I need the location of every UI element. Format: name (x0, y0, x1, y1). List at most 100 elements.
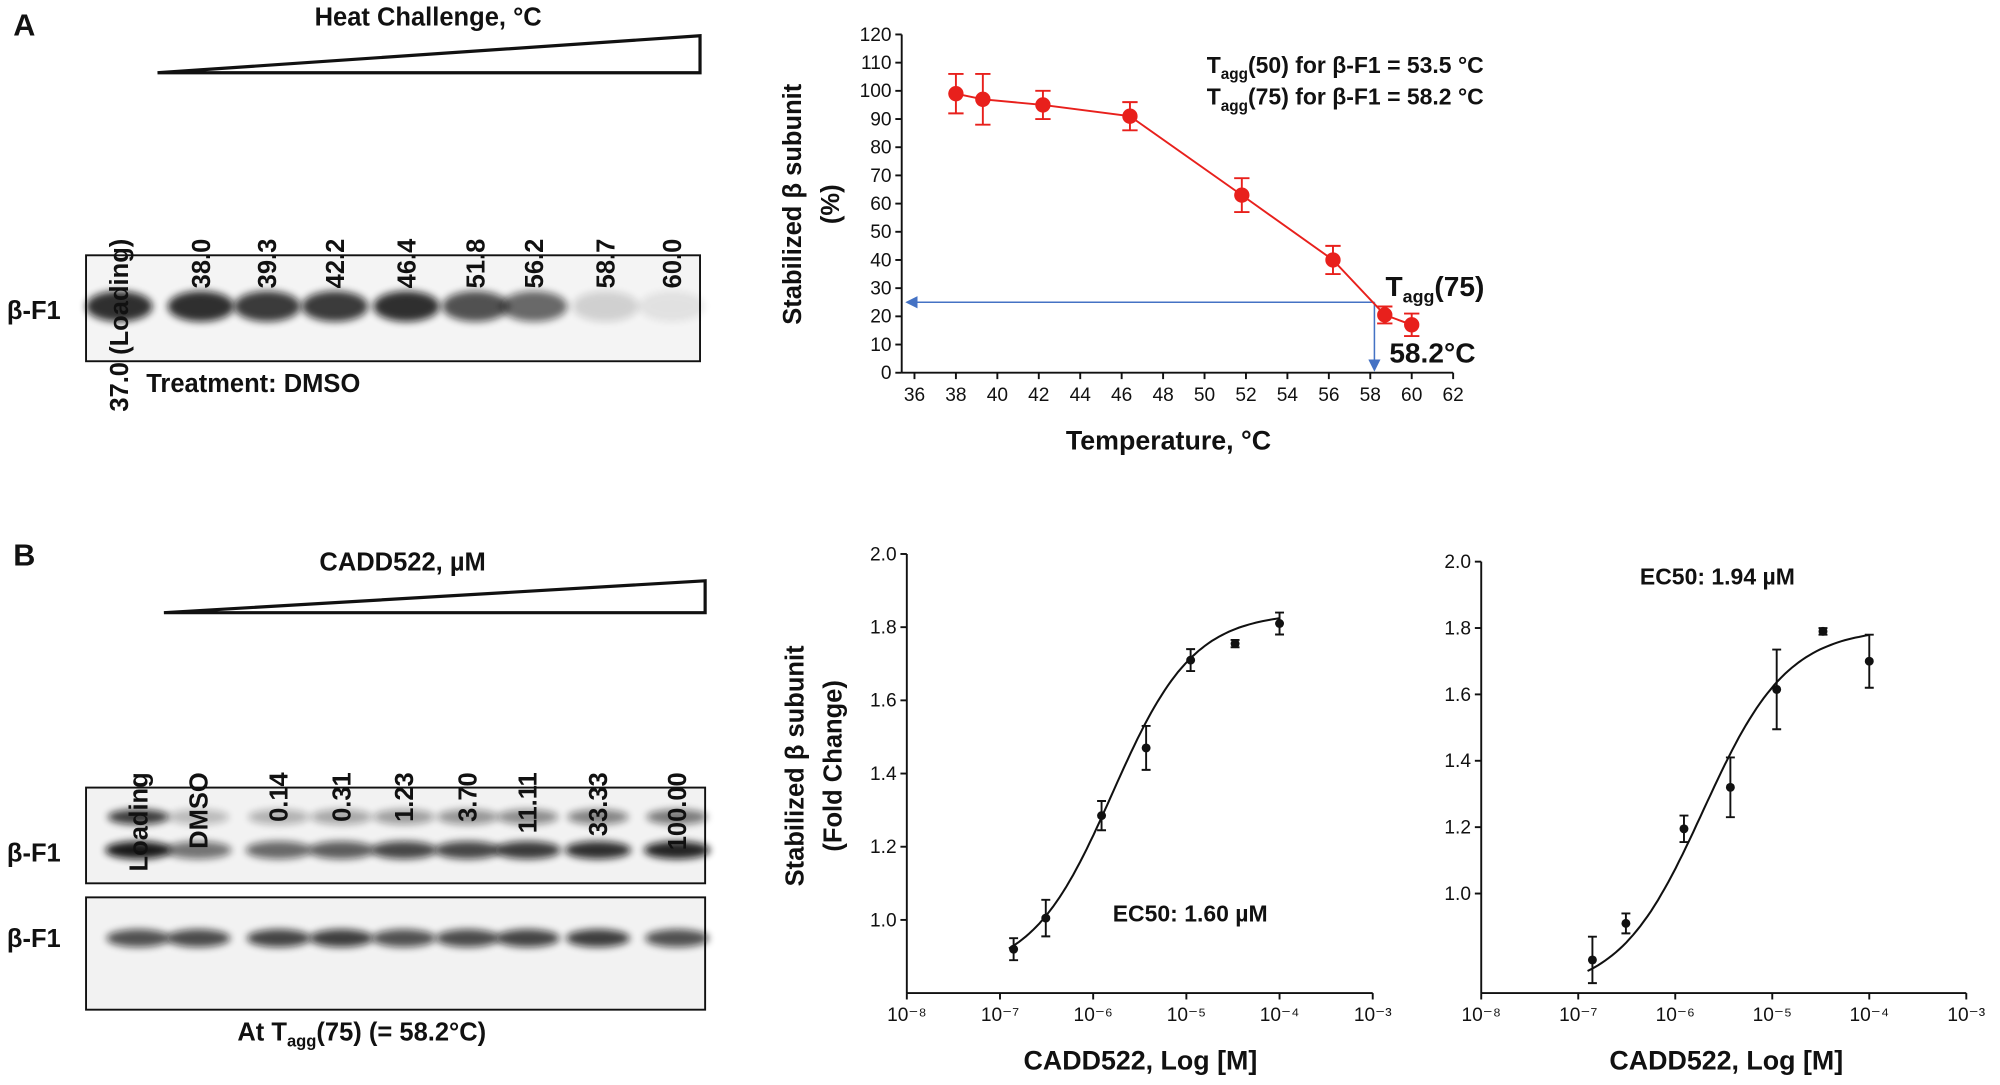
data-point (1186, 655, 1196, 665)
y-tick-label: 20 (870, 307, 891, 328)
lane-label: 46.4 (393, 238, 421, 288)
lane-label: DMSO (185, 772, 213, 849)
data-point (1122, 108, 1138, 124)
x-axis-label: CADD522, Log [M] (1609, 1046, 1843, 1076)
marker-label: Tagg(75) (1385, 271, 1484, 306)
x-tick-label: 50 (1194, 385, 1215, 406)
data-point (1725, 782, 1735, 792)
band (107, 809, 170, 825)
data-point (1097, 811, 1107, 821)
annotation-sub: agg (1221, 98, 1248, 115)
lane-label: 3.70 (455, 772, 483, 822)
lane-label: 0.31 (328, 772, 356, 822)
lane-label: 100.00 (664, 772, 692, 850)
lane-label: Loading (125, 772, 153, 871)
band (373, 809, 435, 825)
x-tick-label: 10⁻⁵ (1167, 1005, 1206, 1026)
annotation: EC50: 1.94 µM (1640, 564, 1795, 590)
band (245, 841, 312, 860)
data-point (1230, 639, 1240, 649)
data-point (1141, 743, 1151, 753)
data-point (975, 91, 991, 107)
x-tick-label: 10⁻⁴ (1849, 1005, 1889, 1026)
x-tick-label: 10⁻³ (1947, 1005, 1985, 1026)
annotation-sub: agg (1221, 66, 1248, 83)
x-tick-label: 38 (945, 385, 966, 406)
blot-image (85, 786, 707, 885)
data-point (1377, 307, 1393, 323)
lane-label: 42.2 (322, 239, 350, 289)
x-tick-label: 58 (1360, 385, 1381, 406)
y-tick-label: 1.4 (1444, 751, 1471, 772)
data-point (1404, 317, 1420, 333)
lane-label: 60.0 (659, 239, 687, 289)
y-tick-label: 40 (870, 250, 891, 271)
x-tick-label: 10⁻⁷ (1559, 1005, 1597, 1026)
y-tick-label: 1.6 (870, 691, 897, 712)
x-tick-label: 52 (1235, 385, 1256, 406)
band (494, 841, 561, 860)
y-axis-label: (Fold Change) (820, 680, 848, 852)
lane-label: 51.8 (462, 239, 490, 289)
band (309, 929, 374, 948)
band (572, 291, 639, 322)
x-tick-label: 10⁻³ (1354, 1005, 1392, 1026)
band (434, 841, 501, 860)
band (567, 809, 629, 825)
band (310, 809, 372, 825)
data-point (1864, 656, 1874, 666)
band (106, 929, 171, 948)
y-axis-label: Stabilized β subunit (779, 83, 807, 324)
band (646, 809, 708, 825)
blot-title: Heat Challenge, °C (315, 4, 542, 32)
y-tick-label: 110 (861, 53, 891, 74)
y-tick-label: 80 (870, 138, 891, 159)
x-tick-label: 56 (1318, 385, 1339, 406)
marker-label-part: (75) (1434, 271, 1484, 302)
data-point (1587, 955, 1597, 965)
lane-label: 58.7 (593, 239, 621, 289)
band (234, 291, 301, 322)
band (566, 929, 630, 948)
y-tick-label: 120 (860, 25, 892, 46)
lane-label: 0.14 (266, 771, 294, 821)
band (495, 929, 560, 948)
x-tick-label: 10⁻⁴ (1260, 1005, 1300, 1026)
y-tick-label: 1.8 (870, 618, 897, 639)
x-axis-label: CADD522, Log [M] (1024, 1046, 1258, 1076)
x-tick-label: 10⁻⁶ (1656, 1005, 1695, 1026)
band (308, 841, 375, 860)
panel-label: B (13, 538, 35, 572)
annotation: Tagg(50) for β-F1 = 53.5 °C (1207, 52, 1484, 83)
x-tick-label: 46 (1111, 385, 1132, 406)
band (437, 809, 499, 825)
band (246, 929, 311, 948)
band (638, 291, 706, 322)
blot-caption: Treatment: DMSO (146, 370, 360, 398)
data-point (1275, 619, 1285, 628)
data-point (1772, 684, 1782, 694)
marker-x-label: 58.2°C (1389, 338, 1475, 369)
x-tick-label: 62 (1443, 385, 1464, 406)
band (105, 841, 172, 860)
band (166, 929, 231, 948)
x-tick-label: 60 (1401, 385, 1422, 406)
x-tick-label: 10⁻⁸ (1462, 1005, 1501, 1026)
data-point (1009, 944, 1019, 954)
annotation-part: T (1207, 52, 1221, 78)
y-axis-label: (%) (817, 184, 845, 224)
x-tick-label: 10⁻⁷ (981, 1005, 1019, 1026)
blot-caption: At Tagg(75) (= 58.2°C) (237, 1018, 486, 1050)
data-point (948, 86, 964, 102)
lane-label: 33.33 (585, 772, 613, 836)
data-point (1041, 913, 1051, 923)
band (167, 809, 230, 825)
y-tick-label: 1.2 (1444, 818, 1471, 839)
band (248, 809, 310, 825)
y-tick-label: 1.2 (870, 837, 897, 858)
band (86, 291, 153, 322)
band (643, 841, 711, 860)
y-axis-label: Stabilized β subunit (781, 645, 809, 886)
lane-label: 38.0 (188, 239, 216, 289)
